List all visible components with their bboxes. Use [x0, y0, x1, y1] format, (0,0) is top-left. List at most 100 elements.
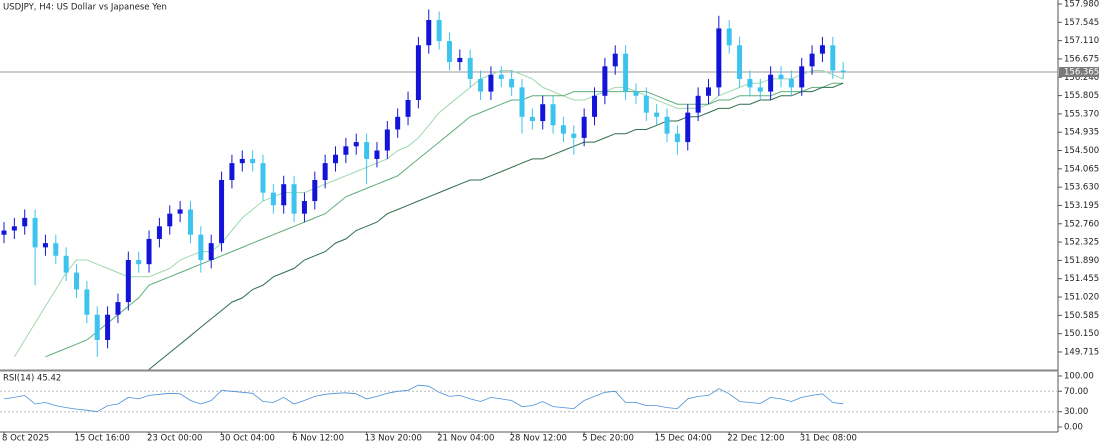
candle-body: [11, 226, 17, 231]
candle-body: [63, 255, 69, 273]
candle-body: [146, 238, 152, 265]
candle-body: [167, 213, 173, 227]
chart-title: USDJPY, H4: US Dollar vs Japanese Yen: [3, 3, 167, 13]
candle-body: [208, 243, 214, 260]
candle-body: [685, 112, 691, 143]
candle-body: [312, 179, 318, 202]
current-price-label: 156.365: [1064, 67, 1099, 77]
x-tick-label: 15 Dec 04:00: [655, 434, 712, 444]
moving-average: [148, 82, 844, 370]
candle-body: [136, 259, 142, 265]
x-tick-label: 13 Nov 20:00: [365, 434, 422, 444]
candle-body: [1, 230, 7, 235]
candle-body: [156, 226, 162, 239]
candle-body: [768, 74, 774, 92]
candle-body: [571, 133, 577, 138]
candle-body: [291, 184, 297, 214]
candle-body: [602, 66, 608, 96]
y-tick-label: 157.110: [1064, 36, 1099, 46]
candle-body: [426, 19, 432, 46]
x-tick-label: 5 Dec 20:00: [582, 434, 634, 444]
y-tick-label: 154.935: [1064, 128, 1099, 138]
candle-body: [540, 104, 546, 122]
candle-body: [560, 125, 566, 134]
candle-body: [664, 116, 670, 134]
candle-body: [270, 192, 276, 206]
candle-body: [395, 116, 401, 130]
candle-body: [384, 129, 390, 151]
candle-body: [550, 104, 556, 126]
candle-body: [529, 116, 535, 122]
x-tick-label: 31 Dec 08:00: [800, 434, 857, 444]
x-tick-label: 15 Oct 16:00: [75, 434, 130, 444]
candle-body: [633, 91, 639, 96]
y-tick-label: 156.675: [1064, 54, 1099, 64]
candle-body: [705, 87, 711, 96]
y-tick-label: 151.020: [1064, 293, 1099, 303]
y-tick-label: 155.370: [1064, 109, 1099, 119]
y-tick-label: 70.00: [1064, 387, 1088, 397]
candle-body: [488, 74, 494, 92]
y-tick-label: 154.500: [1064, 146, 1099, 156]
candle-body: [115, 302, 121, 315]
moving-average: [13, 70, 844, 358]
candle-body: [788, 78, 794, 88]
y-tick-label: 100.00: [1064, 371, 1094, 381]
candle-body: [674, 133, 680, 143]
candle-body: [42, 243, 48, 248]
candle-body: [364, 142, 370, 159]
candle-body: [467, 57, 473, 79]
y-tick-label: 153.195: [1064, 201, 1099, 211]
rsi-title: RSI(14) 45.42: [3, 374, 61, 384]
candle-body: [757, 87, 763, 92]
y-tick-label: 155.805: [1064, 91, 1099, 101]
candle-body: [643, 95, 649, 113]
candle-body: [125, 259, 131, 303]
candle-body: [819, 45, 825, 54]
candle-body: [333, 154, 339, 164]
candle-body: [737, 45, 743, 79]
y-tick-label: 157.980: [1064, 0, 1099, 9]
rsi-line: [3, 384, 844, 413]
candle-body: [250, 158, 256, 164]
candle-body: [405, 99, 411, 117]
candle-body: [509, 78, 515, 88]
candle-body: [623, 53, 629, 92]
candle-body: [32, 217, 38, 248]
candle-body: [353, 142, 359, 147]
current-price-box: [1059, 66, 1099, 77]
y-tick-label: 157.545: [1064, 18, 1099, 28]
candle-body: [799, 66, 805, 88]
candle-body: [446, 41, 452, 63]
candle-body: [198, 234, 204, 260]
candle-body: [229, 163, 235, 180]
y-tick-label: 149.715: [1064, 347, 1099, 357]
moving-average: [45, 82, 844, 358]
y-tick-label: 151.455: [1064, 274, 1099, 284]
candle-body: [301, 201, 307, 214]
candle-body: [478, 78, 484, 92]
candle-body: [281, 184, 287, 206]
y-tick-label: 152.760: [1064, 219, 1099, 229]
candle-body: [343, 146, 349, 155]
x-tick-label: 30 Oct 04:00: [220, 434, 275, 444]
candle-body: [22, 217, 28, 227]
candle-body: [177, 209, 183, 214]
y-tick-label: 156.240: [1064, 73, 1099, 83]
candle-body: [53, 243, 59, 256]
candle-body: [612, 53, 618, 67]
candle-body: [436, 19, 442, 42]
y-tick-label: 153.630: [1064, 183, 1099, 193]
x-tick-label: 6 Nov 12:00: [292, 434, 344, 444]
y-tick-label: 154.065: [1064, 164, 1099, 174]
candle-body: [592, 95, 598, 117]
candle-body: [239, 158, 245, 164]
candle-body: [581, 116, 587, 138]
y-tick-label: 0.00: [1064, 423, 1083, 433]
candle-body: [654, 112, 660, 117]
x-tick-label: 23 Oct 00:00: [147, 434, 202, 444]
candle-body: [809, 53, 815, 67]
y-tick-label: 30.00: [1064, 407, 1088, 417]
